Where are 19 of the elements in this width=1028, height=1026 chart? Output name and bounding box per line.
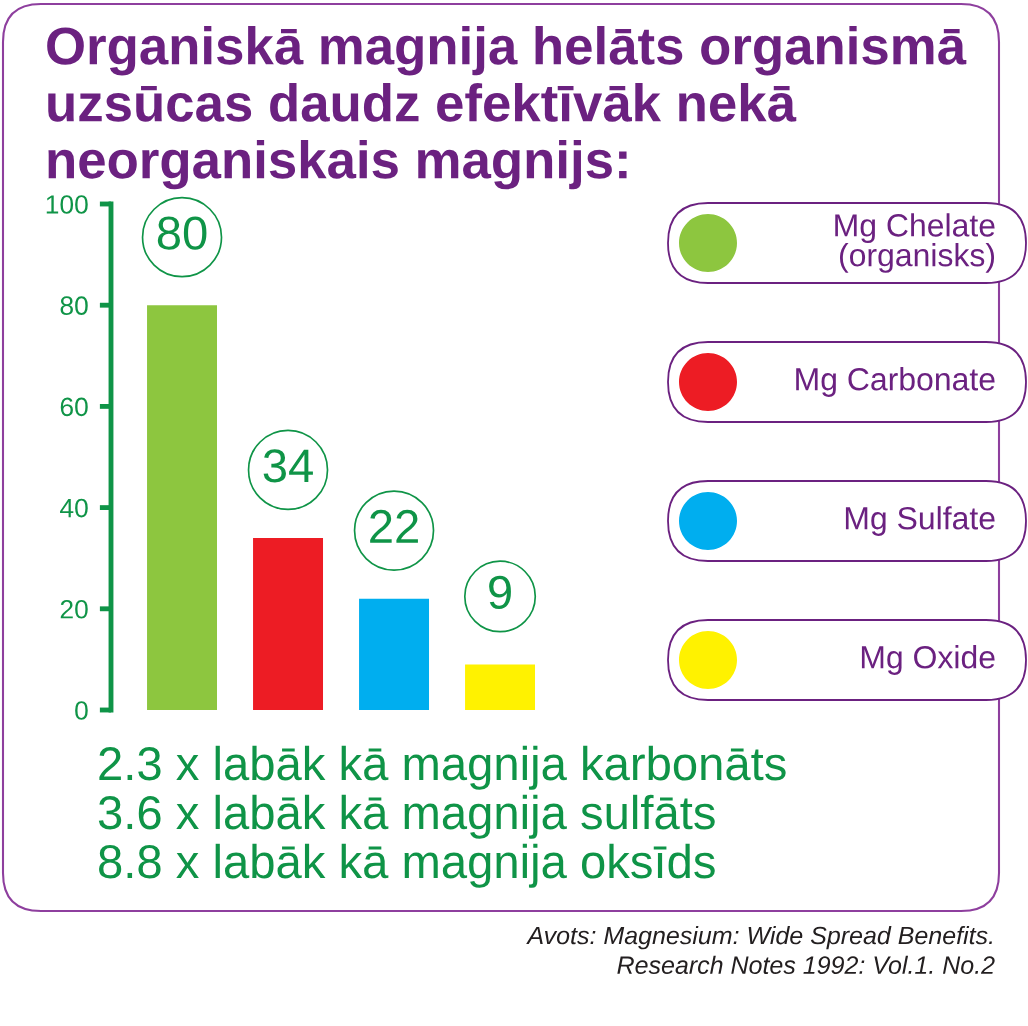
data-label: 34 — [263, 449, 313, 483]
text: 3.6 x labāk kā magnija sulfāts — [98, 794, 715, 839]
data-label: 22 — [370, 509, 418, 543]
y-tick-label: 0 — [75, 701, 88, 720]
text: Mg Sulfate — [845, 506, 995, 536]
text: Mg Oxide — [861, 645, 995, 675]
chart-title: Organiskā magnija helāts organismā uzsūcas daudz efektīvāk nekā neorganiskais magnijs: — [47, 26, 967, 190]
y-tick-label: 60 — [60, 397, 88, 417]
data-label: 80 — [157, 216, 207, 250]
text: Avots: Magnesium: Wide Spread Benefits. Research Notes 1992: Vol.1. No.2 — [526, 926, 995, 975]
y-tick-label: 80 — [60, 296, 88, 316]
text: 8.8 x labāk kā magnija oksīds — [99, 843, 715, 888]
y-tick-label: 100 — [46, 195, 88, 214]
text: 2.3 x labāk kā magnija karbonāts — [99, 745, 786, 790]
legend-label: Mg Carbonate — [796, 367, 995, 397]
y-tick-label: 40 — [60, 498, 88, 518]
data-label: 9 — [489, 575, 511, 610]
y-tick-label: 20 — [60, 599, 88, 619]
text: Mg Chelate (organisks) — [835, 213, 995, 273]
